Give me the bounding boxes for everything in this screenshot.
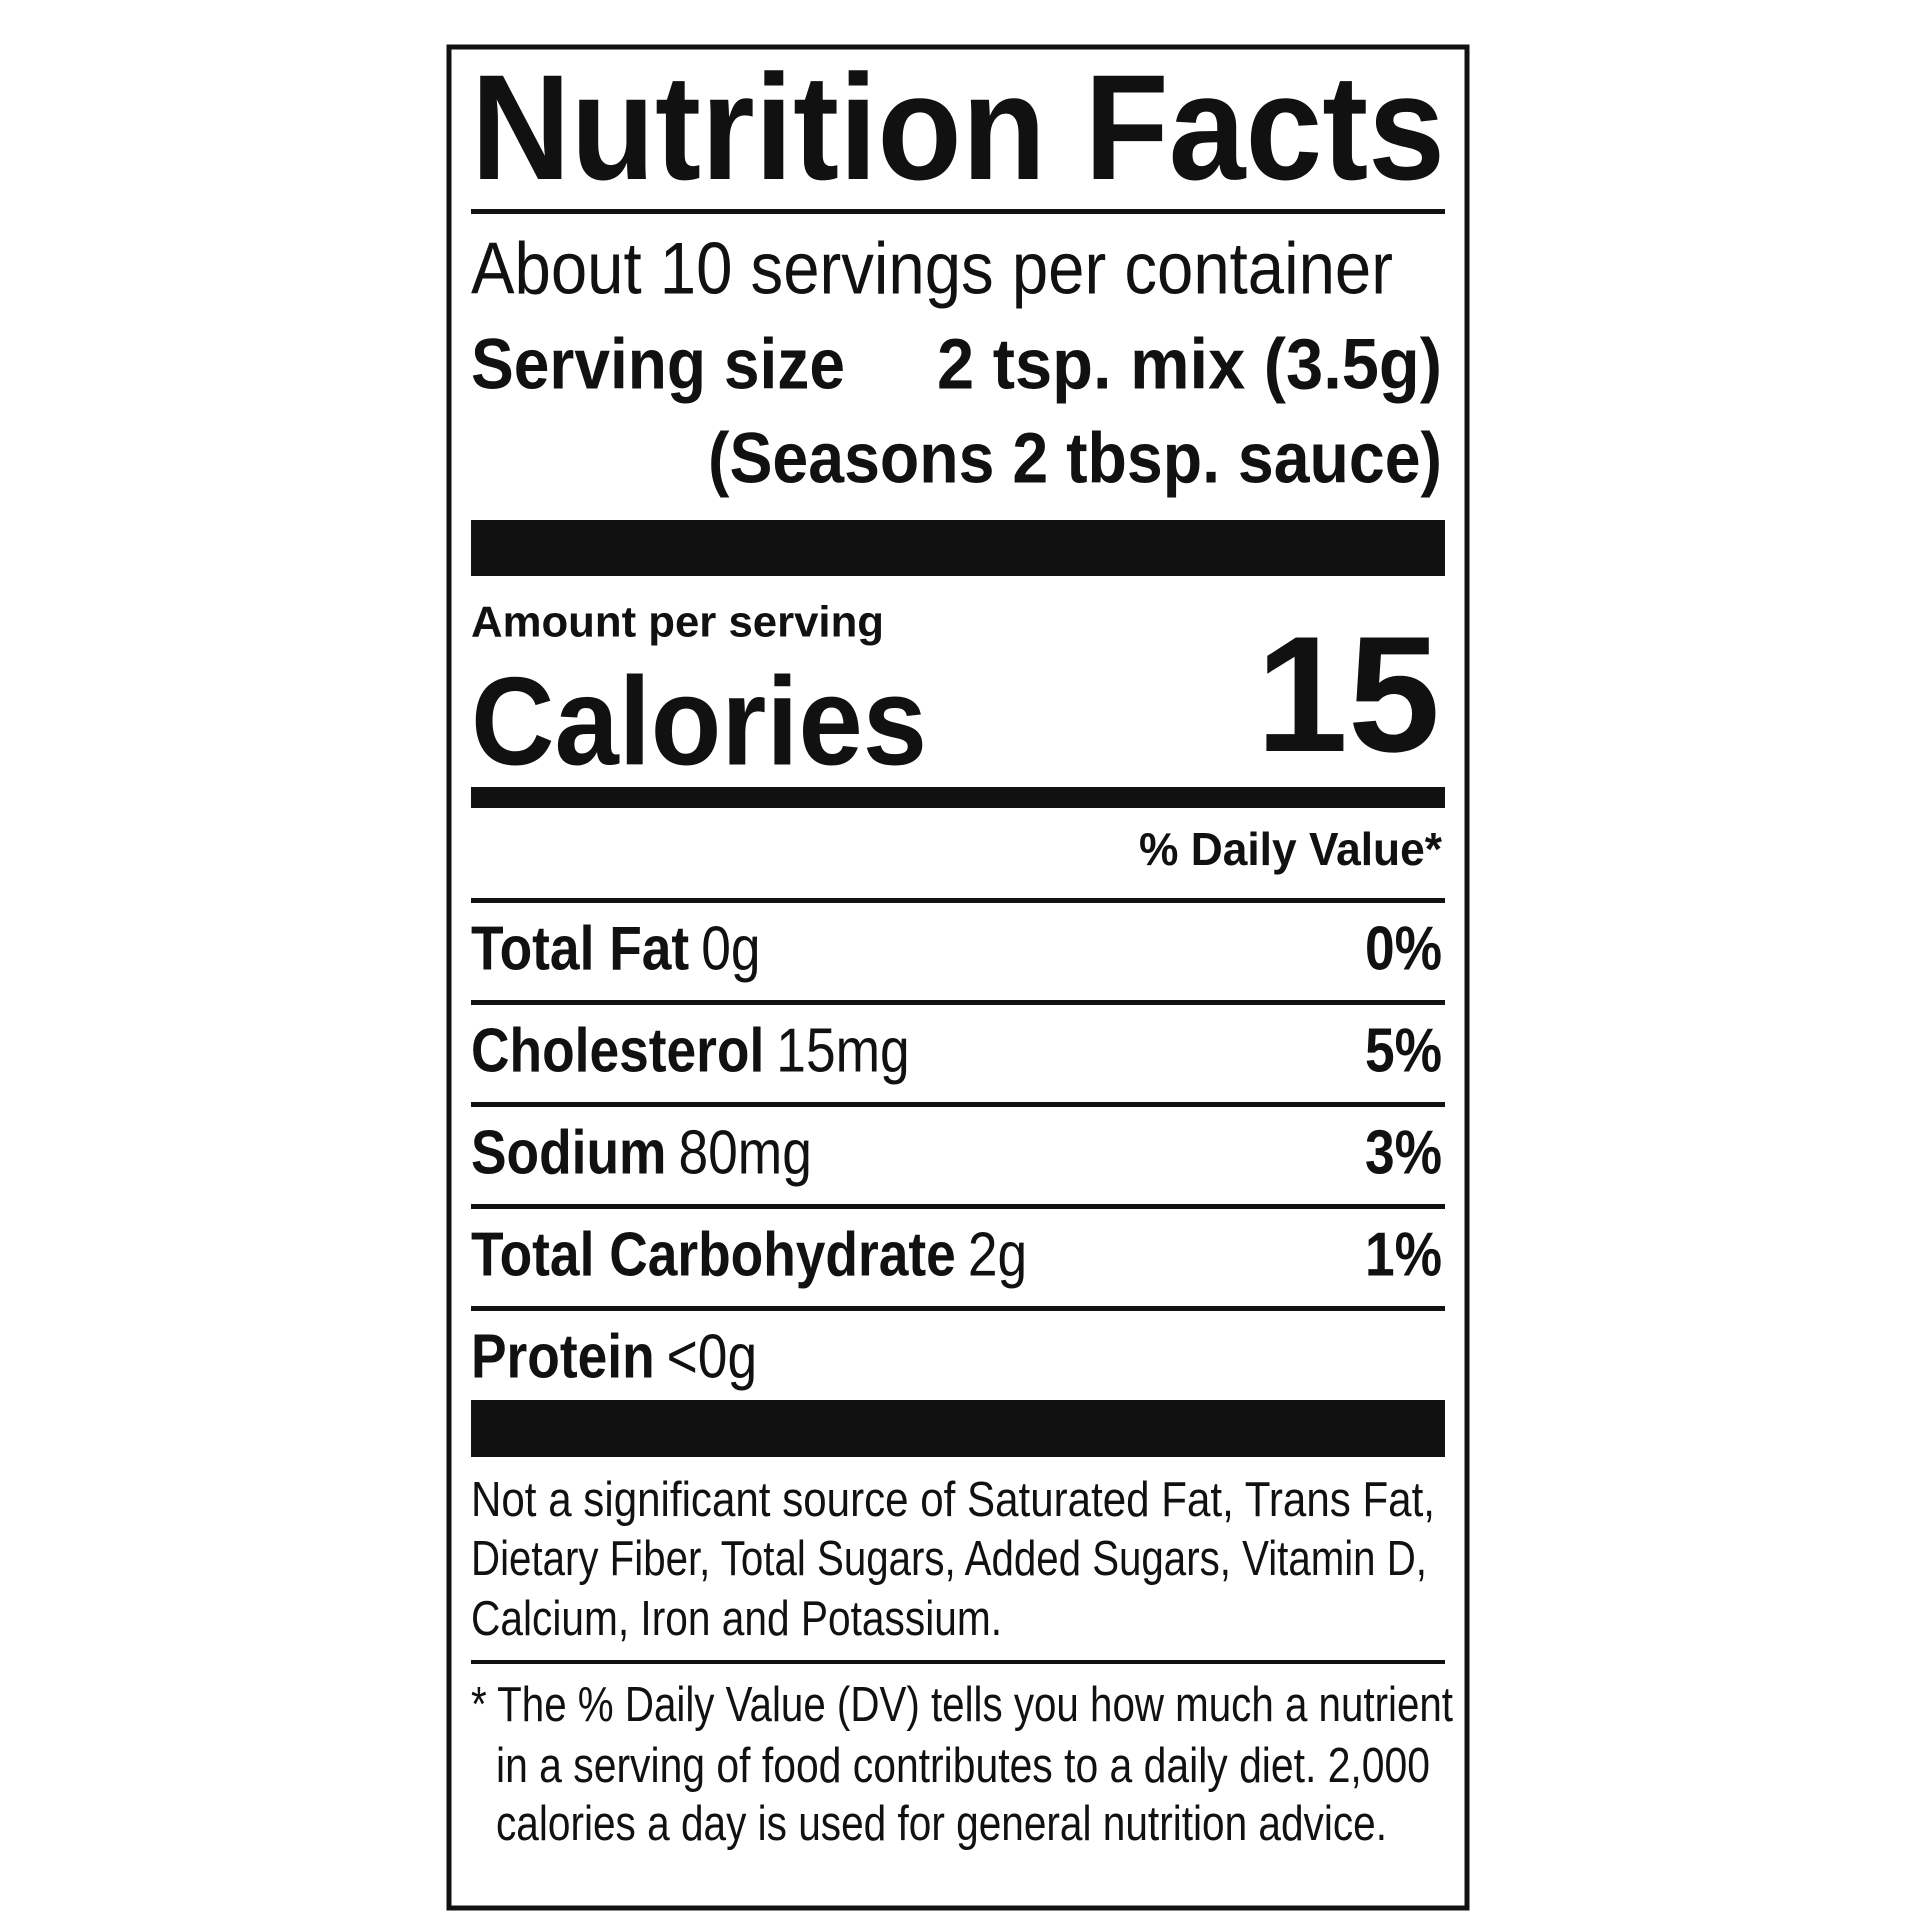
footnote-line: * The % Daily Value (DV) tells you how m… <box>471 1678 1453 1732</box>
rule <box>471 209 1445 214</box>
rule <box>471 1306 1445 1311</box>
title: Nutrition Facts <box>471 43 1445 211</box>
nutrient-amount: 0g <box>701 915 760 984</box>
amount-label: Amount per serving <box>471 598 884 647</box>
nutrient-name: Protein <box>471 1323 655 1392</box>
rule <box>471 1660 1445 1664</box>
nutrient-text: Sodium 80mg <box>471 1119 812 1188</box>
nutrient-amount: <0g <box>667 1323 757 1392</box>
thick-bar <box>471 520 1445 576</box>
servings: About 10 servings per container <box>471 229 1393 310</box>
dv-cell: 1% <box>1365 1221 1442 1290</box>
medium-bar <box>471 787 1445 808</box>
nutrient-name: Total Carbohydrate <box>471 1221 956 1290</box>
nutrient-name: Cholesterol <box>471 1017 764 1086</box>
footnote-line: calories a day is used for general nutri… <box>496 1797 1387 1851</box>
serving-note: (Seasons 2 tbsp. sauce) <box>708 420 1442 499</box>
serving-size-value: 2 tsp. mix (3.5g) <box>937 326 1442 405</box>
dv-cell: 5% <box>1365 1017 1442 1086</box>
daily-value-header: % Daily Value* <box>1139 823 1442 875</box>
rule <box>471 1000 1445 1005</box>
nutrient-text: Protein <0g <box>471 1323 757 1392</box>
nutrient-row: Total Carbohydrate 2g <box>471 1221 1027 1290</box>
nutrient-amount: 2g <box>968 1221 1027 1290</box>
nutrient-name: Sodium <box>471 1119 666 1188</box>
nutrient-rows: Total Fat 0g 0% Cholesterol 15mg 5% Sodium 80mg… <box>471 898 1445 1391</box>
nutrient-row: Sodium 80mg <box>471 1119 812 1188</box>
note-line: Dietary Fiber, Total Sugars, Added Sugar… <box>471 1532 1427 1586</box>
calories-value: 15 <box>1256 602 1440 786</box>
nutrient-row: Protein <0g <box>471 1323 757 1392</box>
rule <box>471 1102 1445 1107</box>
nutrient-text: Cholesterol 15mg <box>471 1017 910 1086</box>
thick-bar <box>471 1400 1445 1457</box>
nutrient-text: Total Carbohydrate 2g <box>471 1221 1027 1290</box>
nutrient-name: Total Fat <box>471 915 689 984</box>
nutrient-row: Cholesterol 15mg <box>471 1017 910 1086</box>
serving-size-label: Serving size <box>471 326 845 405</box>
rule <box>471 1204 1445 1209</box>
rule <box>471 898 1445 903</box>
dv-cell: 3% <box>1365 1119 1442 1188</box>
footnote-line: in a serving of food contributes to a da… <box>496 1739 1430 1793</box>
dv-cell: 0% <box>1365 915 1442 984</box>
border <box>446 44 1470 1911</box>
nutrient-dv: 3% <box>1365 1119 1442 1188</box>
nutrient-dv: 5% <box>1365 1017 1442 1086</box>
nutrient-dv: 1% <box>1365 1221 1442 1290</box>
note-line: Not a significant source of Saturated Fa… <box>471 1473 1435 1527</box>
nutrient-amount: 80mg <box>679 1119 812 1188</box>
nutrient-text: Total Fat 0g <box>471 915 761 984</box>
nutrient-dv: 0% <box>1365 915 1442 984</box>
calories-label: Calories <box>471 653 927 792</box>
note-line: Calcium, Iron and Potassium. <box>471 1592 1002 1646</box>
nutrient-row: Total Fat 0g <box>471 915 761 984</box>
nutrient-amount: 15mg <box>776 1017 909 1086</box>
